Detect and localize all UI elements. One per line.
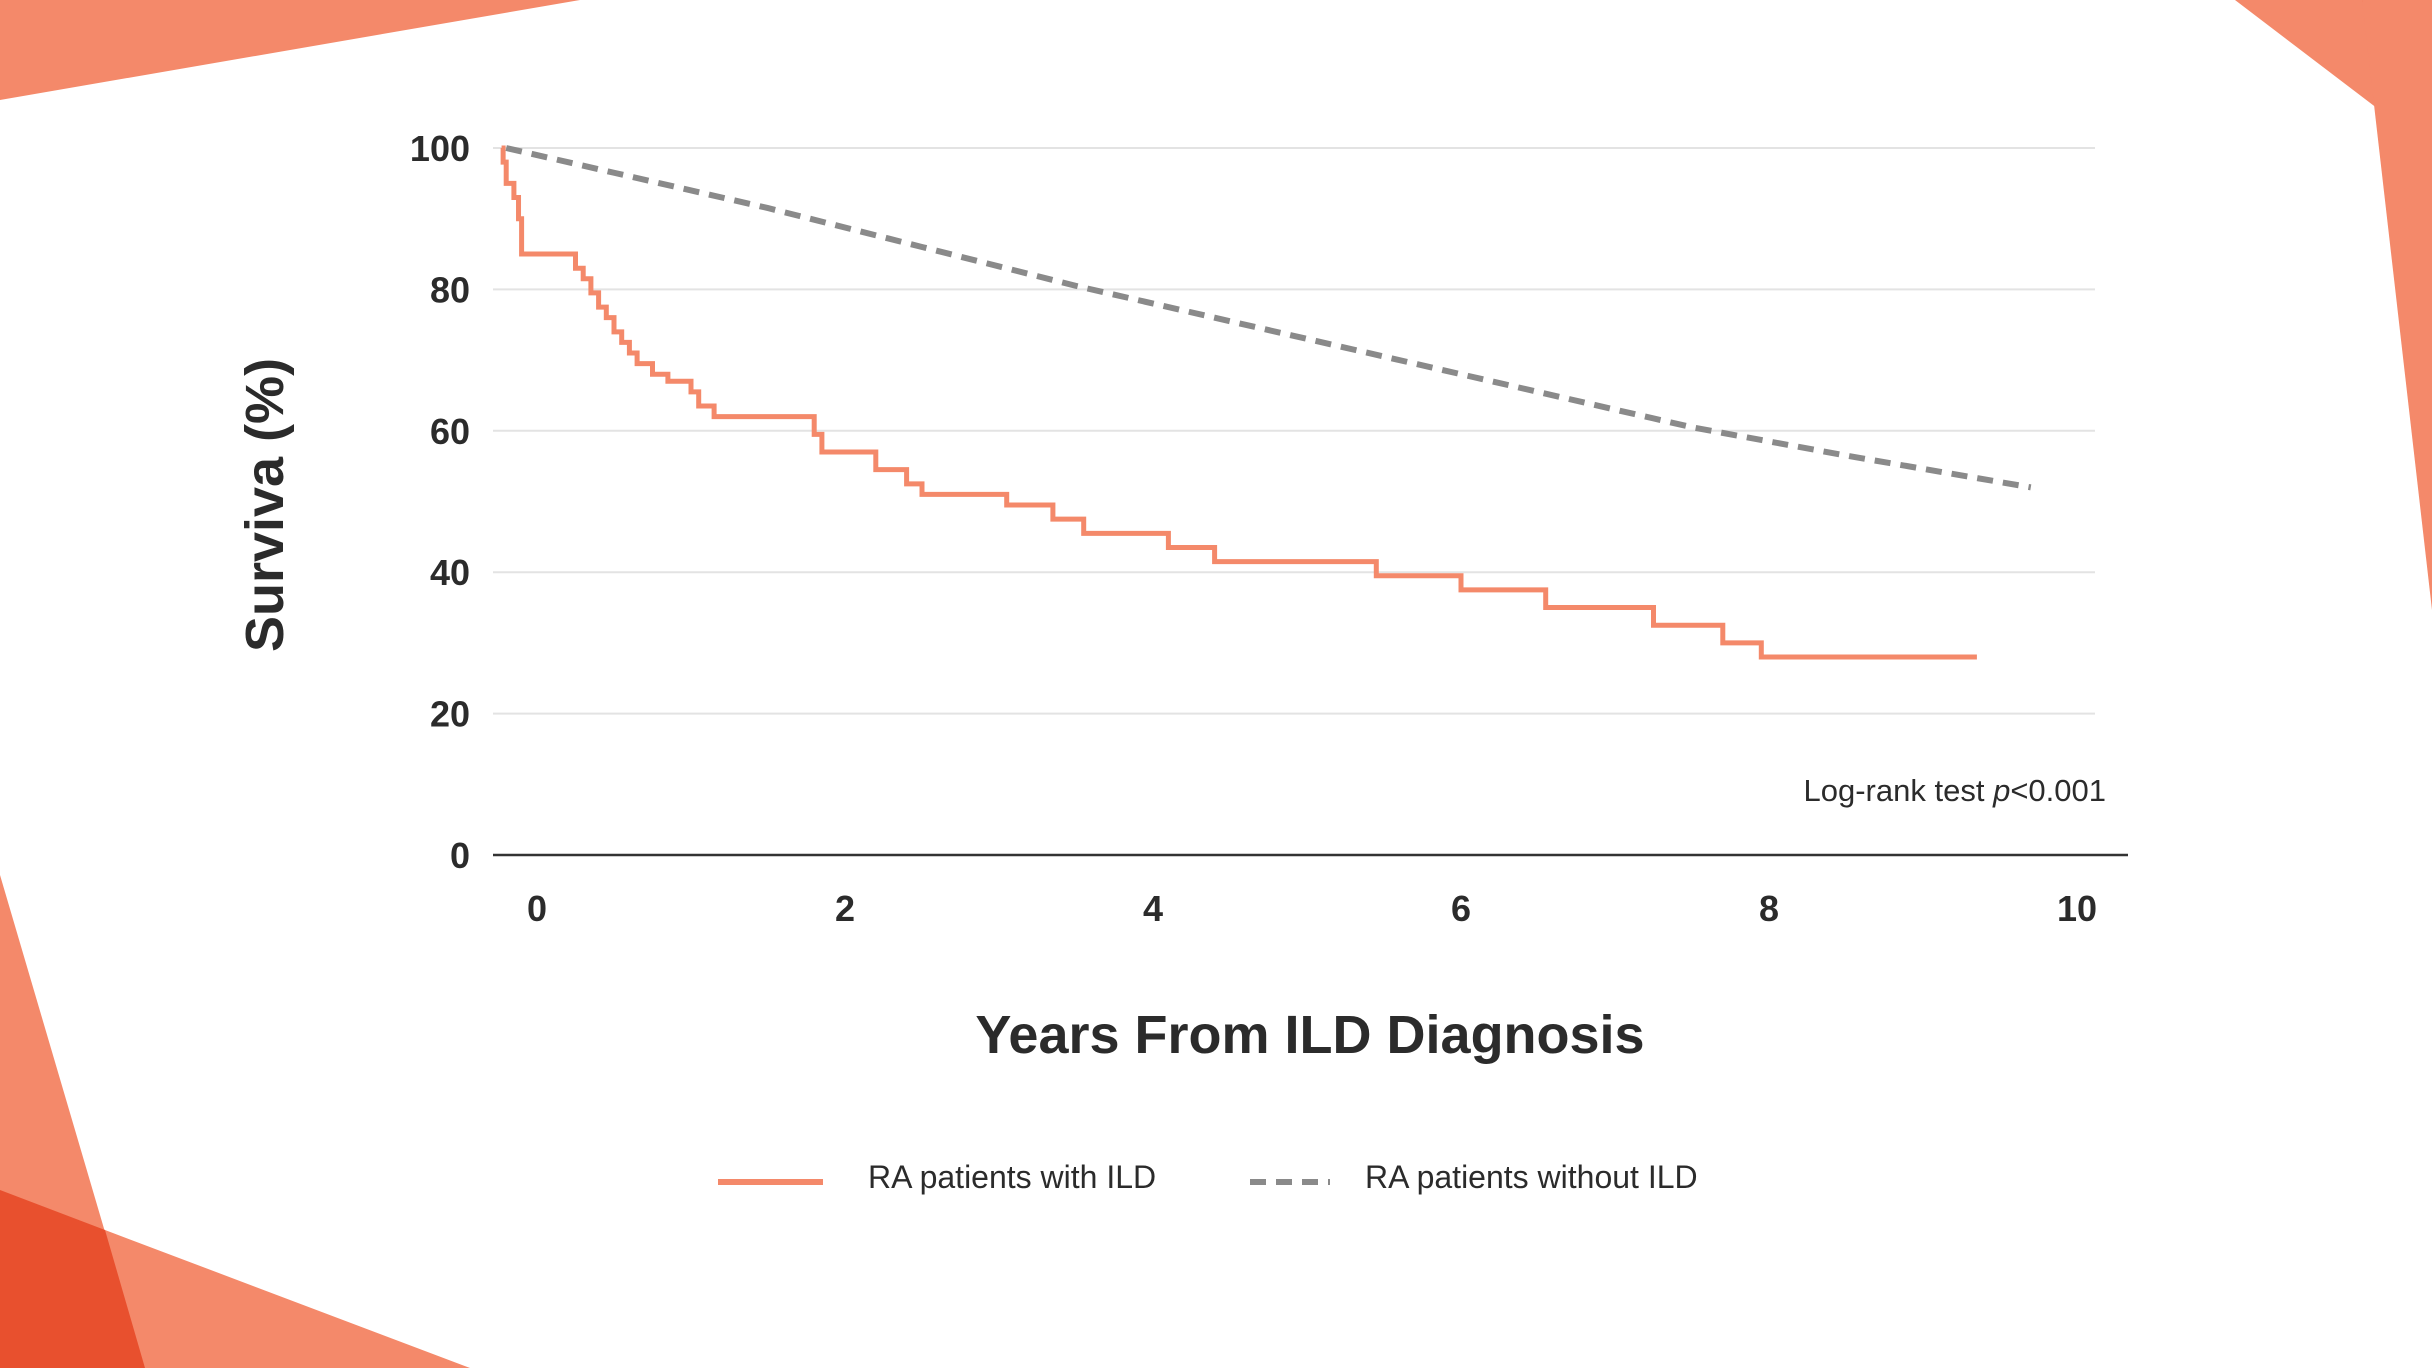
y-tick-label-20: 20 bbox=[430, 694, 470, 735]
x-tick-labels: 0 2 4 6 8 10 bbox=[527, 888, 2097, 929]
deco-top-left bbox=[0, 0, 580, 100]
x-tick-label-4: 4 bbox=[1143, 888, 1163, 929]
y-tick-label-60: 60 bbox=[430, 411, 470, 452]
x-tick-label-6: 6 bbox=[1451, 888, 1471, 929]
y-tick-label-100: 100 bbox=[410, 128, 470, 169]
annotation-suffix: <0.001 bbox=[2010, 773, 2106, 808]
y-axis-title: Surviva (%) bbox=[235, 358, 295, 652]
log-rank-annotation: Log-rank test p<0.001 bbox=[1804, 773, 2106, 808]
x-axis-title: Years From ILD Diagnosis bbox=[975, 1005, 1644, 1065]
legend: RA patients with ILD RA patients without… bbox=[718, 1159, 1698, 1195]
y-tick-labels: 0 20 40 60 80 100 bbox=[410, 128, 470, 876]
annotation-p: p bbox=[1992, 773, 2010, 808]
grid-lines bbox=[493, 147, 2095, 715]
series-line-with-ild bbox=[500, 145, 1977, 660]
x-tick-label-2: 2 bbox=[835, 888, 855, 929]
plot-area bbox=[500, 145, 2032, 660]
deco-right-edge bbox=[2362, 0, 2432, 610]
x-tick-label-10: 10 bbox=[2057, 888, 2097, 929]
x-tick-label-0: 0 bbox=[527, 888, 547, 929]
deco-bottom-left-dark bbox=[0, 1190, 145, 1368]
y-tick-label-40: 40 bbox=[430, 552, 470, 593]
legend-label-without-ild: RA patients without ILD bbox=[1365, 1159, 1698, 1195]
annotation-prefix: Log-rank test bbox=[1804, 773, 1994, 808]
x-tick-label-8: 8 bbox=[1759, 888, 1779, 929]
y-tick-label-80: 80 bbox=[430, 269, 470, 310]
legend-label-with-ild: RA patients with ILD bbox=[868, 1159, 1156, 1195]
series-line-without-ild bbox=[505, 145, 2032, 491]
y-tick-label-0: 0 bbox=[450, 835, 470, 876]
